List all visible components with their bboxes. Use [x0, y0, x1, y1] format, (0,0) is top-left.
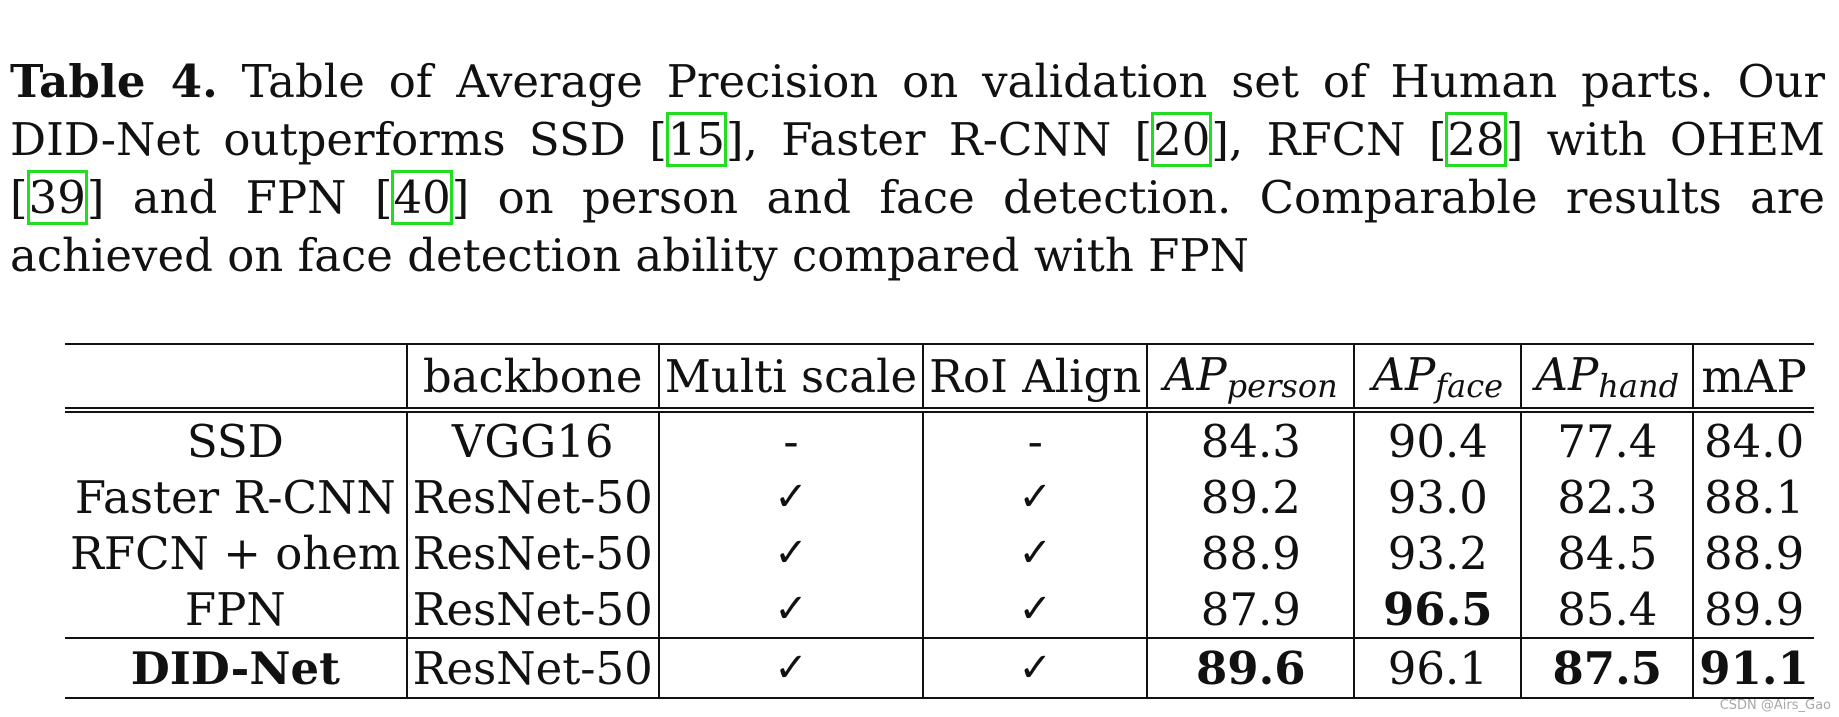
table-row-ours: DID-Net ResNet-50 ✓ ✓ 89.6 96.1 87.5 91.… [65, 637, 1814, 698]
cell-backbone: ResNet-50 [405, 525, 659, 581]
cell-ap-face: 90.4 [1353, 410, 1522, 469]
table-caption: Table 4. Table of Average Precision on v… [10, 53, 1825, 285]
table-row: FPN ResNet-50 ✓ ✓ 87.9 96.5 85.4 89.9 [65, 581, 1814, 638]
cell-backbone: ResNet-50 [405, 469, 659, 525]
caption-text: ], RFCN [ [1211, 113, 1447, 166]
checkmark-icon: ✓ [657, 637, 924, 698]
table-row: Faster R-CNN ResNet-50 ✓ ✓ 89.2 93.0 82.… [65, 469, 1814, 525]
cell-multi-scale: - [657, 410, 924, 469]
cell-ap-face: 93.2 [1353, 525, 1522, 581]
cell-ap-hand: 82.3 [1520, 469, 1694, 525]
checkmark-icon: ✓ [922, 637, 1148, 698]
checkmark-icon: ✓ [922, 581, 1148, 638]
cell-ap-face-best: 96.5 [1353, 581, 1522, 638]
cell-map: 89.9 [1692, 581, 1814, 638]
checkmark-icon: ✓ [922, 469, 1148, 525]
cell-ap-face: 93.0 [1353, 469, 1522, 525]
header-ap-person: APperson [1146, 344, 1355, 413]
cell-ap-hand: 85.4 [1520, 581, 1694, 638]
cell-map-best: 91.1 [1692, 637, 1814, 698]
cell-map: 84.0 [1692, 410, 1814, 469]
caption-text: ] and FPN [ [86, 171, 393, 224]
watermark: CSDN @Airs_Gao [1719, 698, 1831, 713]
checkmark-icon: ✓ [657, 525, 924, 581]
results-table: backbone Multi scale RoI Align APperson … [65, 343, 1814, 699]
header-ap-hand: APhand [1520, 344, 1694, 413]
header-ap-face: APface [1353, 344, 1522, 413]
cell-ap-person: 87.9 [1146, 581, 1355, 638]
cell-method: FPN [184, 582, 286, 636]
header-multi-scale: Multi scale [657, 344, 924, 413]
cell-method: Faster R-CNN [74, 470, 396, 524]
citation-link[interactable]: 28 [1445, 112, 1507, 167]
header-roi-align: RoI Align [922, 344, 1148, 413]
checkmark-icon: ✓ [657, 469, 924, 525]
citation-link[interactable]: 20 [1151, 112, 1213, 167]
cell-ap-person: 89.2 [1146, 469, 1355, 525]
header-row: backbone Multi scale RoI Align APperson … [65, 344, 1814, 413]
checkmark-icon: ✓ [657, 581, 924, 638]
table-label: Table 4. [10, 55, 218, 108]
cell-ap-hand-best: 87.5 [1520, 637, 1694, 698]
cell-method: SSD [186, 414, 284, 468]
cell-backbone: ResNet-50 [405, 581, 659, 638]
cell-method: DID-Net [65, 637, 407, 698]
table-row: SSD VGG16 - - 84.3 90.4 77.4 84.0 [65, 410, 1814, 469]
header-method [65, 344, 407, 413]
cell-map: 88.9 [1692, 525, 1814, 581]
cell-backbone: ResNet-50 [405, 637, 659, 698]
table-row: RFCN + ohem ResNet-50 ✓ ✓ 88.9 93.2 84.5… [65, 525, 1814, 581]
header-map: mAP [1692, 344, 1814, 413]
header-backbone: backbone [405, 344, 659, 413]
citation-link[interactable]: 40 [391, 170, 453, 225]
cell-ap-hand: 84.5 [1520, 525, 1694, 581]
caption-text: ], Faster R-CNN [ [726, 113, 1153, 166]
checkmark-icon: ✓ [922, 525, 1148, 581]
citation-link[interactable]: 39 [26, 170, 88, 225]
caption-text: Table of Average Precision on validation… [10, 55, 1825, 166]
cell-map: 88.1 [1692, 469, 1814, 525]
cell-ap-hand: 77.4 [1520, 410, 1694, 469]
citation-link[interactable]: 15 [665, 112, 728, 167]
cell-ap-person: 88.9 [1146, 525, 1355, 581]
caption-text: ] with OHEM [ [10, 113, 1825, 224]
cell-method: RFCN + ohem [70, 526, 401, 580]
cell-ap-person-best: 89.6 [1146, 637, 1355, 698]
cell-backbone: VGG16 [405, 410, 659, 469]
cell-ap-person: 84.3 [1146, 410, 1355, 469]
cell-ap-face: 96.1 [1353, 637, 1522, 698]
cell-roi-align: - [922, 410, 1148, 469]
caption-text: ] on person and face detection. Comparab… [10, 171, 1825, 282]
